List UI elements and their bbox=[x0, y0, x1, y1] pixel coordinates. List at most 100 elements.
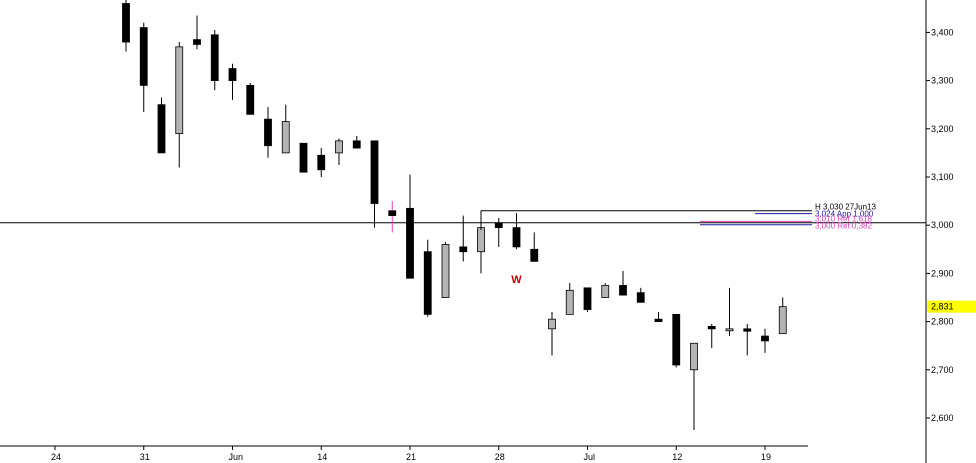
candle bbox=[388, 201, 397, 233]
y-tick-label: 2,700 bbox=[931, 365, 954, 375]
candle-body bbox=[317, 154, 326, 171]
y-tick-label: 3,100 bbox=[931, 172, 954, 182]
candle bbox=[264, 107, 272, 158]
annotation-label: H 3,030 27Jun13 bbox=[815, 203, 876, 212]
candle bbox=[548, 311, 556, 356]
candle bbox=[441, 242, 450, 298]
x-tick-label: 28 bbox=[495, 452, 505, 462]
candle bbox=[281, 104, 290, 154]
candle bbox=[583, 287, 592, 312]
candle-body bbox=[388, 210, 397, 216]
x-tick-label: 24 bbox=[51, 452, 61, 462]
candle-body bbox=[352, 140, 361, 149]
candle bbox=[335, 138, 343, 165]
candle-body bbox=[175, 46, 184, 135]
candle-body bbox=[370, 140, 379, 204]
y-tick-label: 2,600 bbox=[931, 413, 954, 423]
candle bbox=[210, 29, 219, 91]
candle bbox=[406, 174, 414, 279]
candle-body bbox=[210, 34, 219, 82]
candle-body bbox=[299, 142, 308, 173]
candle-body bbox=[193, 39, 201, 45]
candle bbox=[707, 324, 716, 349]
candle bbox=[157, 97, 166, 154]
candle bbox=[654, 311, 663, 323]
y-tick-label: 2,900 bbox=[931, 268, 954, 278]
candle-body bbox=[246, 85, 255, 115]
annotation-label: 3,000 Ret 0,382 bbox=[815, 222, 872, 231]
candle bbox=[743, 324, 752, 356]
candle bbox=[246, 83, 255, 115]
candle bbox=[725, 287, 734, 337]
candles bbox=[122, 0, 787, 431]
candle-body bbox=[228, 68, 237, 82]
candle-body bbox=[725, 328, 734, 332]
candle bbox=[139, 22, 148, 112]
candle bbox=[352, 136, 361, 149]
candle-body bbox=[690, 342, 698, 371]
candle-body bbox=[707, 326, 716, 330]
candle bbox=[619, 270, 627, 296]
candle bbox=[122, 0, 130, 52]
candle-body bbox=[122, 3, 130, 43]
candle-body bbox=[494, 222, 503, 229]
last-price-box bbox=[927, 300, 976, 313]
y-tick-label: 2,800 bbox=[931, 317, 954, 327]
candle-body bbox=[761, 335, 769, 342]
candle-body bbox=[601, 285, 610, 298]
x-tick-label: 21 bbox=[406, 452, 416, 462]
candle-body bbox=[423, 251, 432, 315]
wave-label: W bbox=[511, 274, 522, 286]
candle bbox=[636, 287, 645, 303]
candle-body bbox=[619, 285, 627, 296]
candle bbox=[690, 342, 698, 431]
candle-body bbox=[743, 328, 752, 332]
candle-body bbox=[406, 207, 414, 279]
candle bbox=[299, 142, 308, 173]
candle-body bbox=[264, 118, 272, 147]
candle-body bbox=[512, 227, 521, 248]
candle bbox=[512, 213, 521, 250]
candle-body bbox=[583, 287, 592, 310]
candle bbox=[228, 63, 237, 100]
candle-body bbox=[530, 248, 539, 262]
candle bbox=[459, 215, 468, 262]
x-tick-label: Jul bbox=[584, 452, 596, 462]
candle-body bbox=[139, 27, 148, 86]
candle bbox=[370, 140, 379, 228]
candle bbox=[175, 42, 184, 168]
y-tick-label: 3,400 bbox=[931, 27, 954, 37]
candle bbox=[565, 283, 574, 315]
candle-body bbox=[477, 227, 485, 253]
x-tick-label: Jun bbox=[229, 452, 244, 462]
candle-body bbox=[548, 318, 556, 330]
candle-body bbox=[778, 306, 787, 335]
candle-body bbox=[565, 289, 574, 315]
annotation-label: 3,010 Ret 1,618 bbox=[815, 214, 872, 223]
candle bbox=[494, 217, 503, 247]
candle bbox=[761, 328, 769, 353]
y-tick-label: 3,200 bbox=[931, 124, 954, 134]
candle bbox=[672, 313, 681, 368]
candle-body bbox=[636, 292, 645, 303]
x-tick-label: 12 bbox=[672, 452, 682, 462]
candle bbox=[778, 297, 787, 335]
x-tick-label: 31 bbox=[140, 452, 150, 462]
candle bbox=[601, 283, 610, 298]
candle-body bbox=[281, 121, 290, 154]
candle-body bbox=[459, 246, 468, 253]
x-tick-label: 19 bbox=[761, 452, 771, 462]
candle bbox=[530, 232, 539, 262]
candle-body bbox=[441, 244, 450, 298]
x-tick-label: 14 bbox=[317, 452, 327, 462]
candle-body bbox=[335, 140, 343, 154]
candle-body bbox=[654, 318, 663, 323]
annotation-label: 3,024 App 1,000 bbox=[815, 210, 874, 219]
candle bbox=[423, 239, 432, 317]
candle-body bbox=[157, 104, 166, 154]
candle bbox=[193, 15, 201, 50]
candle bbox=[317, 148, 326, 177]
